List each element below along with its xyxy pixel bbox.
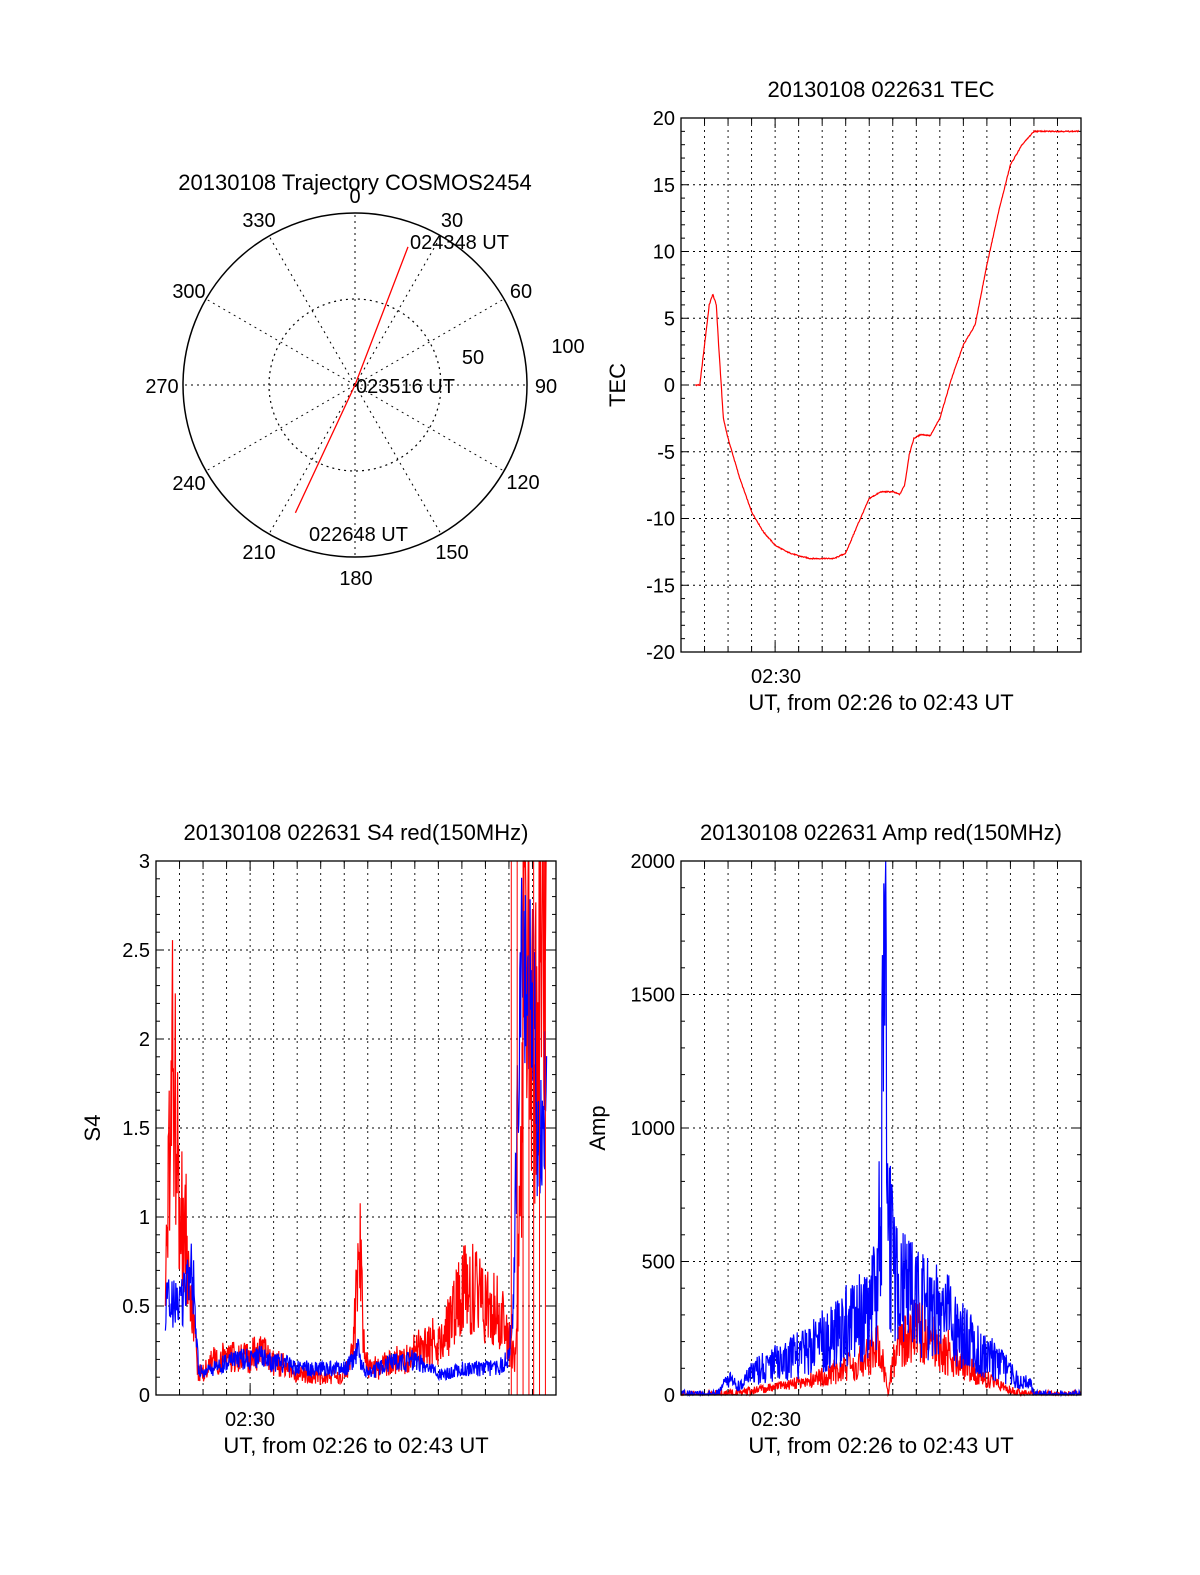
s4-ytick-label: 1.5 (122, 1118, 150, 1140)
tec-ytick-label: 15 (653, 175, 675, 197)
tec-yticks: 20 15 10 5 0 -5 -10 -15 -20 (646, 108, 1082, 664)
amp-grid (681, 861, 1081, 1395)
s4-series-red (164, 860, 547, 1386)
amp-ytick-label: 1500 (631, 985, 676, 1007)
trajectory-mid-label: 023516 UT (356, 376, 455, 398)
polar-grid (183, 213, 527, 557)
s4-panel: 20130108 022631 S4 red(150MHz) S4 UT, fr… (80, 820, 557, 1458)
tec-ytick-label: -10 (646, 509, 675, 531)
polar-outer-circle (182, 212, 528, 558)
polar-spoke-30 (354, 235, 442, 386)
amp-xtick-label: 02:30 (751, 1409, 801, 1431)
amp-panel: 20130108 022631 Amp red(150MHz) Amp UT, … (585, 820, 1082, 1458)
s4-ytick-label: 3 (139, 851, 150, 873)
trajectory-line-0 (294, 246, 409, 514)
s4-xtick-label: 02:30 (225, 1409, 275, 1431)
angle-label-150: 150 (435, 542, 468, 564)
angle-label-60: 60 (510, 281, 532, 303)
s4-ytick-label: 1 (139, 1207, 150, 1229)
amp-title: 20130108 022631 Amp red(150MHz) (700, 820, 1062, 845)
tec-plot-frame (680, 117, 1082, 653)
trajectory-end-label: 024348 UT (410, 232, 509, 254)
polar-ring-50 (268, 298, 442, 472)
polar-angle-labels: 0 30 60 90 120 150 180 210 240 270 300 3… (145, 186, 584, 590)
s4-title: 20130108 022631 S4 red(150MHz) (184, 820, 529, 845)
amp-ylabel: Amp (585, 1105, 610, 1150)
amp-yticks: 2000 1500 1000 500 0 (631, 851, 1082, 1407)
tec-ylabel: TEC (605, 363, 630, 407)
tec-ytick-label: 10 (653, 242, 675, 264)
tec-grid (681, 118, 1081, 652)
s4-ytick-label: 2 (139, 1029, 150, 1051)
angle-label-90: 90 (535, 376, 557, 398)
angle-label-270: 270 (145, 376, 178, 398)
trajectory-panel: 20130108 Trajectory COSMOS2454 0 30 60 9… (145, 170, 584, 590)
angle-label-0: 0 (349, 186, 360, 208)
tec-series-red (695, 129, 1080, 560)
amp-plot-frame (680, 860, 1082, 1396)
amp-ytick-label: 500 (642, 1252, 675, 1274)
amp-ytick-label: 0 (664, 1385, 675, 1407)
polar-spoke-240 (205, 384, 356, 472)
amp-ytick-label: 1000 (631, 1118, 676, 1140)
angle-label-210: 210 (242, 542, 275, 564)
angle-label-30: 30 (441, 210, 463, 232)
amp-series-blue (680, 860, 1082, 1398)
amp-ytick-label: 2000 (631, 851, 676, 873)
tec-panel: 20130108 022631 TEC TEC UT, from 02:26 t… (605, 77, 1082, 715)
s4-ytick-label: 0 (139, 1385, 150, 1407)
s4-series-blue (164, 877, 548, 1382)
s4-plot-frame (155, 860, 557, 1396)
tec-ytick-label: -5 (657, 442, 675, 464)
s4-yticks: 3 2.5 2 1.5 1 0.5 0 (122, 851, 557, 1407)
s4-ytick-label: 2.5 (122, 940, 150, 962)
polar-spoke-60 (354, 298, 505, 386)
tec-xlabel: UT, from 02:26 to 02:43 UT (748, 690, 1013, 715)
tec-ytick-label: 20 (653, 108, 675, 130)
tec-xtick-label: 02:30 (751, 666, 801, 688)
radial-label-50: 50 (462, 347, 484, 369)
amp-xlabel: UT, from 02:26 to 02:43 UT (748, 1433, 1013, 1458)
trajectory-track (294, 246, 409, 514)
s4-xlabel: UT, from 02:26 to 02:43 UT (223, 1433, 488, 1458)
tec-ytick-label: 5 (664, 308, 675, 330)
amp-series-red (680, 1298, 1082, 1398)
s4-ytick-label: 0.5 (122, 1296, 150, 1318)
polar-spoke-300 (205, 298, 356, 386)
polar-spoke-150 (354, 384, 442, 535)
angle-label-180: 180 (339, 568, 372, 590)
angle-label-300: 300 (172, 281, 205, 303)
angle-label-240: 240 (172, 473, 205, 495)
amp-series (680, 860, 1082, 1398)
tec-title: 20130108 022631 TEC (767, 77, 994, 102)
radial-label-100: 100 (551, 336, 584, 358)
angle-label-330: 330 (242, 210, 275, 232)
polar-spoke-120 (354, 384, 505, 472)
trajectory-start-label: 022648 UT (309, 524, 408, 546)
s4-ylabel: S4 (80, 1115, 105, 1142)
s4-grid (156, 861, 556, 1395)
angle-label-120: 120 (506, 472, 539, 494)
tec-ytick-label: 0 (664, 375, 675, 397)
polar-spoke-330 (268, 235, 356, 386)
tec-series (695, 129, 1080, 560)
tec-ytick-label: -15 (646, 575, 675, 597)
polar-spoke-210 (268, 384, 356, 535)
trajectory-title: 20130108 Trajectory COSMOS2454 (178, 170, 531, 195)
tec-ytick-label: -20 (646, 642, 675, 664)
s4-series (164, 860, 548, 1395)
